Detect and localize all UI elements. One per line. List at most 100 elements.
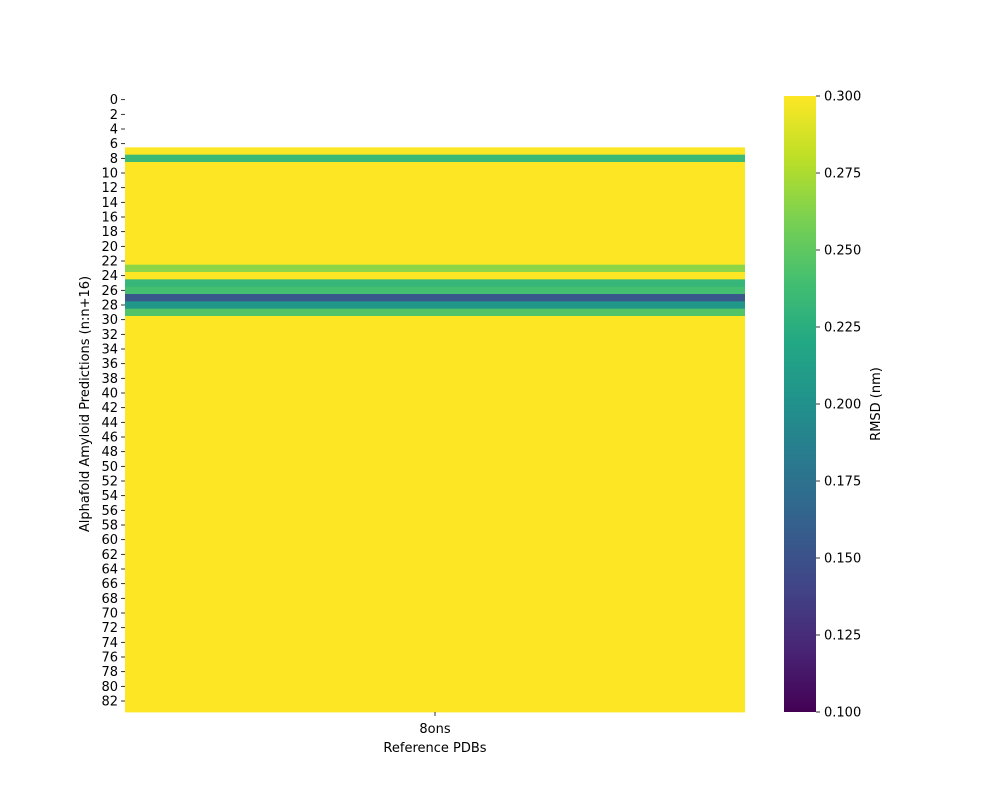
y-tick-label: 74 bbox=[101, 636, 118, 651]
y-tick-label: 32 bbox=[101, 328, 118, 343]
heatmap-cell bbox=[125, 198, 745, 207]
y-tick-label: 30 bbox=[101, 313, 118, 328]
heatmap-cell bbox=[125, 235, 745, 244]
heatmap-cell bbox=[125, 382, 745, 390]
heatmap-cell bbox=[125, 470, 745, 478]
y-tick-label: 76 bbox=[101, 651, 118, 666]
heatmap-cells bbox=[125, 147, 745, 713]
heatmap-cell bbox=[125, 213, 745, 222]
heatmap-cell bbox=[125, 440, 745, 449]
colorbar-label: RMSD (nm) bbox=[869, 367, 884, 441]
heatmap-cell bbox=[125, 147, 745, 156]
y-tick-label: 54 bbox=[101, 489, 118, 504]
y-tick-label: 62 bbox=[101, 548, 118, 563]
heatmap-cell bbox=[125, 602, 745, 610]
heatmap-cell bbox=[125, 360, 745, 368]
heatmap-cell bbox=[125, 191, 745, 200]
x-axis-label: Reference PDBs bbox=[383, 741, 486, 756]
heatmap-cell bbox=[125, 367, 745, 376]
colorbar-ticks: 0.100 0.125 0.150 0.175 0.200 0.225 0.250 0.275… bbox=[816, 90, 861, 721]
heatmap-cell bbox=[125, 587, 745, 596]
y-tick-label: 38 bbox=[101, 372, 118, 387]
y-tick-label: 82 bbox=[101, 695, 118, 710]
y-tick-label: 60 bbox=[101, 533, 118, 548]
y-tick-label: 14 bbox=[101, 196, 118, 211]
heatmap-cell bbox=[125, 176, 745, 185]
y-tick-label: 36 bbox=[101, 357, 118, 372]
heatmap-cell bbox=[125, 154, 745, 163]
heatmap-cell bbox=[125, 660, 745, 669]
y-tick-label: 12 bbox=[101, 181, 118, 196]
heatmap-cell bbox=[125, 690, 745, 698]
colorbar-tick-label: 0.200 bbox=[824, 398, 861, 413]
y-tick-label: 80 bbox=[101, 680, 118, 695]
heatmap-cell bbox=[125, 250, 745, 258]
heatmap-cell bbox=[125, 411, 745, 420]
x-tick-label: 8ons bbox=[419, 722, 450, 737]
heatmap-cell bbox=[125, 330, 745, 339]
heatmap-cell bbox=[125, 558, 745, 566]
y-tick-label: 22 bbox=[101, 255, 118, 270]
y-tick-label: 66 bbox=[101, 577, 118, 592]
y-tick-label: 46 bbox=[101, 431, 118, 446]
y-tick-label: 68 bbox=[101, 592, 118, 607]
heatmap-cell bbox=[125, 162, 745, 170]
x-axis-ticks: 8ons bbox=[419, 712, 451, 737]
y-tick-label: 10 bbox=[101, 167, 118, 182]
heatmap-cell bbox=[125, 169, 745, 178]
heatmap-cell bbox=[125, 426, 745, 434]
heatmap-cell bbox=[125, 206, 745, 214]
heatmap-cell bbox=[125, 631, 745, 640]
y-tick-label: 44 bbox=[101, 416, 118, 431]
heatmap-cell bbox=[125, 521, 745, 530]
heatmap-cell bbox=[125, 279, 745, 288]
colorbar-tick-label: 0.250 bbox=[824, 244, 861, 259]
heatmap-cell bbox=[125, 433, 745, 442]
colorbar-tick-label: 0.225 bbox=[824, 321, 861, 336]
heatmap-cell bbox=[125, 536, 745, 544]
heatmap-cell bbox=[125, 682, 745, 691]
heatmap-cell bbox=[125, 448, 745, 456]
heatmap-cell bbox=[125, 499, 745, 508]
heatmap-cell bbox=[125, 646, 745, 654]
heatmap-cell bbox=[125, 374, 745, 383]
heatmap-cell bbox=[125, 257, 745, 266]
heatmap-cell bbox=[125, 477, 745, 486]
heatmap-cell bbox=[125, 294, 745, 302]
y-tick-label: 42 bbox=[101, 401, 118, 416]
colorbar-tick-label: 0.125 bbox=[824, 629, 861, 644]
y-tick-label: 48 bbox=[101, 445, 118, 460]
heatmap-cell bbox=[125, 543, 745, 552]
y-tick-label: 16 bbox=[101, 211, 118, 226]
colorbar-tick-label: 0.300 bbox=[824, 90, 861, 105]
y-tick-label: 20 bbox=[101, 240, 118, 255]
y-tick-label: 72 bbox=[101, 621, 118, 636]
heatmap-cell bbox=[125, 624, 745, 632]
heatmap-cell bbox=[125, 653, 745, 662]
colorbar-tick-label: 0.175 bbox=[824, 475, 861, 490]
heatmap-cell bbox=[125, 301, 745, 310]
y-tick-label: 6 bbox=[110, 137, 118, 152]
heatmap-cell bbox=[125, 704, 745, 713]
heatmap-cell bbox=[125, 668, 745, 676]
heatmap-cell bbox=[125, 308, 745, 317]
heatmap-cell bbox=[125, 286, 745, 295]
y-tick-label: 70 bbox=[101, 607, 118, 622]
heatmap-cell bbox=[125, 638, 745, 647]
y-tick-label: 26 bbox=[101, 284, 118, 299]
heatmap-cell bbox=[125, 455, 745, 464]
heatmap-cell bbox=[125, 572, 745, 581]
y-tick-label: 40 bbox=[101, 387, 118, 402]
y-tick-label: 0 bbox=[110, 93, 118, 108]
y-tick-label: 18 bbox=[101, 225, 118, 240]
y-tick-label: 56 bbox=[101, 504, 118, 519]
y-tick-label: 8 bbox=[110, 152, 118, 167]
y-tick-label: 64 bbox=[101, 563, 118, 578]
y-axis-label: Alphafold Amyloid Predictions (n:n+16) bbox=[78, 276, 93, 532]
y-tick-label: 78 bbox=[101, 665, 118, 680]
heatmap-cell bbox=[125, 594, 745, 603]
y-tick-label: 4 bbox=[110, 123, 118, 138]
heatmap-cell bbox=[125, 675, 745, 684]
colorbar-tick-label: 0.100 bbox=[824, 706, 861, 721]
